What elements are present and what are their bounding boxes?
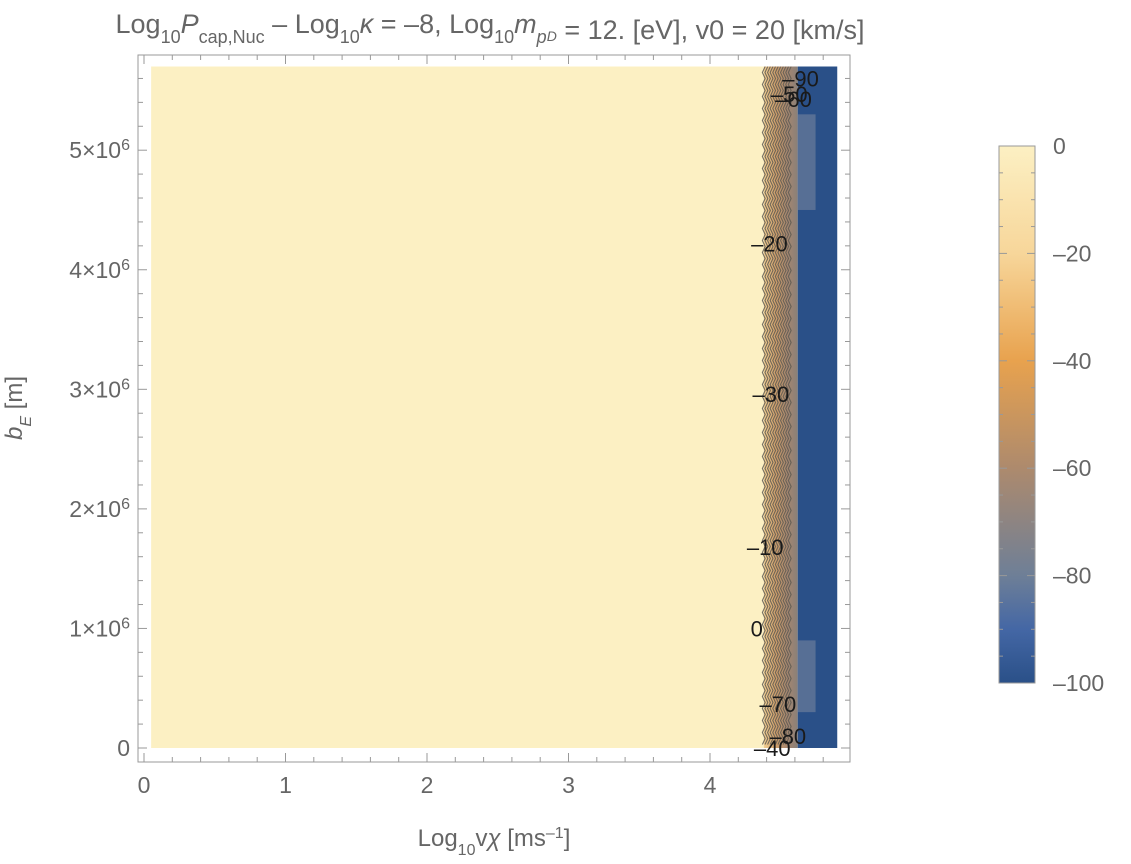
contour-line bbox=[772, 66, 777, 745]
colorbar bbox=[998, 145, 1036, 684]
heatmap-region bbox=[151, 66, 764, 748]
x-tick-label: 4 bbox=[704, 772, 717, 798]
contour-label: –30 bbox=[752, 382, 789, 407]
x-tick-label: 0 bbox=[138, 772, 151, 798]
contour-line bbox=[764, 66, 769, 745]
heatmap-shade bbox=[797, 640, 816, 713]
y-tick-label: 0 bbox=[117, 735, 130, 761]
plot-area: –90–50–60 –20 –30 –10 0 –70 –80–40 0 1 2 3 4 0 1×10… bbox=[69, 54, 851, 798]
contour-line bbox=[787, 66, 792, 745]
contour-label: –60 bbox=[775, 87, 812, 112]
contour-line bbox=[774, 66, 779, 745]
contour-label: –90 bbox=[782, 66, 819, 91]
contour-label: –20 bbox=[751, 231, 788, 256]
contour-lines bbox=[761, 66, 792, 745]
contour-line bbox=[782, 66, 787, 745]
heatmap-regions bbox=[151, 66, 838, 748]
contour-label: –80 bbox=[769, 724, 806, 749]
y-tick-label: 2×106 bbox=[69, 495, 130, 522]
colorbar-ticks: 0 –20 –40 –60 –80 –100 bbox=[999, 133, 1104, 696]
colorbar-tick-label: –20 bbox=[1053, 240, 1091, 266]
contour-label: –50 bbox=[771, 82, 808, 107]
y-axis-label: bE [m] bbox=[1, 376, 35, 440]
chart-title: Log10Pcap,Nuc – Log10κ = –8, Log10mpD = … bbox=[116, 9, 865, 47]
plot-frame bbox=[137, 54, 851, 763]
contour-line bbox=[761, 66, 766, 745]
y-tick-label: 5×106 bbox=[69, 137, 130, 164]
contour-line bbox=[769, 66, 774, 745]
x-axis-ticks: 0 1 2 3 4 bbox=[138, 55, 824, 798]
colorbar-tick-label: –80 bbox=[1053, 563, 1091, 589]
contour-label: –70 bbox=[760, 692, 797, 717]
y-tick-label: 4×106 bbox=[69, 256, 130, 283]
colorbar-tick-label: –60 bbox=[1053, 455, 1091, 481]
heatmap-shade bbox=[797, 114, 816, 210]
contour-label: –10 bbox=[747, 535, 784, 560]
colorbar-legend: 0 –20 –40 –60 –80 –100 bbox=[998, 133, 1104, 696]
contour-line bbox=[779, 66, 784, 745]
colorbar-tick-label: –40 bbox=[1053, 348, 1091, 374]
colorbar-tick-label: 0 bbox=[1053, 133, 1066, 159]
y-tick-label: 3×106 bbox=[69, 376, 130, 403]
y-tick-label: 1×106 bbox=[69, 615, 130, 642]
x-axis-label: Log10vχ [ms–1] bbox=[418, 825, 571, 859]
contour-line bbox=[785, 66, 790, 745]
x-tick-label: 3 bbox=[562, 772, 575, 798]
contour-line bbox=[777, 66, 782, 745]
x-tick-label: 2 bbox=[421, 772, 434, 798]
y-axis-ticks: 0 1×106 2×106 3×106 4×106 5×106 bbox=[69, 77, 850, 761]
contour-labels: –90–50–60 –20 –30 –10 0 –70 –80–40 bbox=[747, 66, 819, 761]
contour-line bbox=[766, 66, 771, 745]
contour-label: –40 bbox=[754, 736, 791, 761]
x-tick-label: 1 bbox=[279, 772, 292, 798]
colorbar-tick-label: –100 bbox=[1053, 670, 1104, 696]
contour-label: 0 bbox=[751, 616, 763, 641]
